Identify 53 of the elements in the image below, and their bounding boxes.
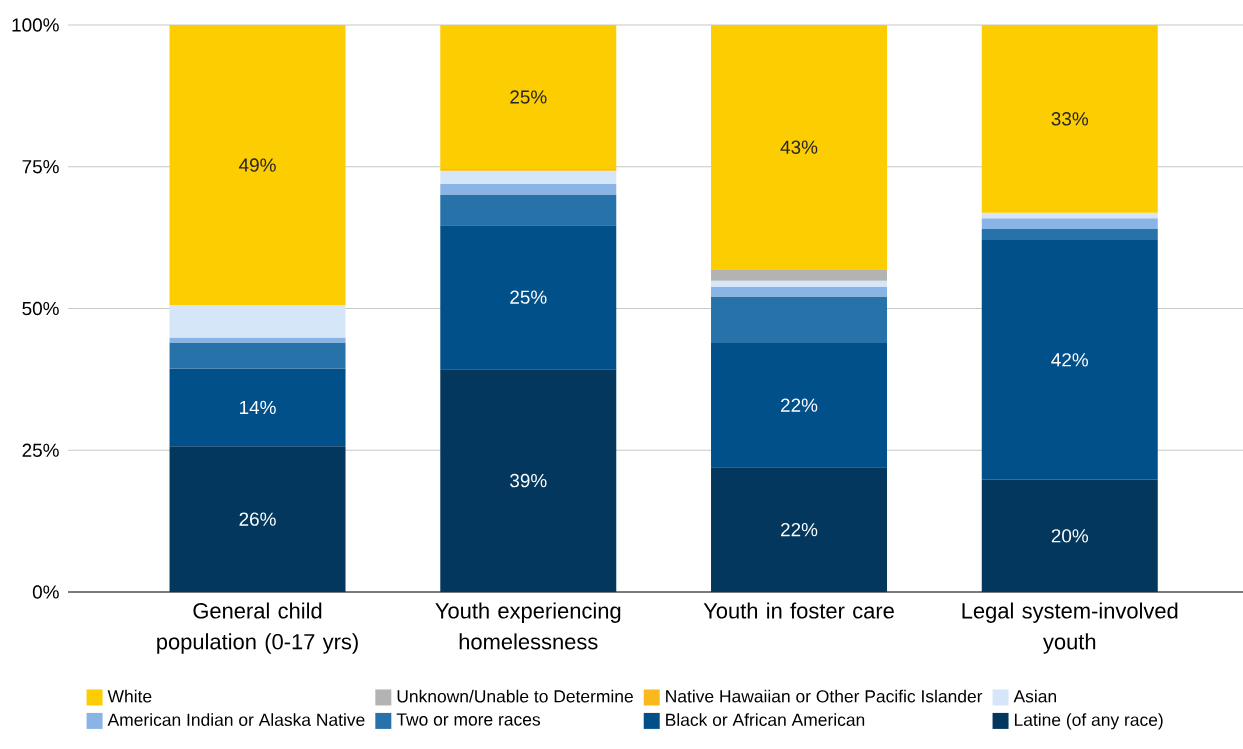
legend-label: Black or African American	[666, 713, 865, 726]
legend-label: Unknown/Unable to Determine	[397, 689, 633, 703]
bar	[711, 280, 888, 287]
legend-label: Asian	[1013, 689, 1057, 703]
y-tick-label: 25%	[22, 443, 59, 457]
legend-label: White	[107, 689, 152, 703]
bar	[169, 368, 346, 447]
y-tick-label: 100%	[12, 18, 59, 32]
data-label: 25%	[510, 290, 547, 304]
bar	[981, 218, 1158, 230]
y-tick-label: 50%	[22, 301, 59, 316]
legend-label: Two or more races	[396, 713, 541, 726]
bar	[711, 269, 888, 281]
bar	[169, 24, 346, 306]
bar	[981, 24, 1158, 213]
x-tick-label: Youth experiencing homelessness	[435, 602, 621, 650]
y-tick-label: 75%	[22, 160, 59, 174]
bar	[440, 225, 617, 370]
bar	[711, 343, 888, 468]
bar	[981, 479, 1158, 592]
data-label: 39%	[510, 473, 547, 488]
bar	[440, 170, 617, 184]
bar	[711, 296, 888, 344]
x-tick-label: General child population (0-17 yrs)	[157, 602, 358, 654]
y-tick-label: 0%	[32, 585, 59, 599]
data-label: 22%	[781, 398, 818, 412]
x-tick-label: Youth in foster care	[703, 602, 894, 619]
legend-label: American Indian or Alaska Native	[107, 713, 365, 726]
legend-label: Latine (of any race)	[1014, 713, 1163, 730]
bar	[711, 24, 888, 270]
bar	[440, 183, 617, 195]
bar	[711, 467, 888, 592]
data-label: 42%	[1051, 353, 1089, 367]
bar	[981, 229, 1158, 240]
data-label: 49%	[239, 158, 276, 172]
data-label: 22%	[781, 522, 818, 537]
data-label: 14%	[240, 400, 276, 415]
data-label: 20%	[1051, 529, 1089, 543]
data-label: 33%	[1051, 112, 1089, 126]
bar	[981, 239, 1158, 480]
bar	[440, 194, 617, 226]
bar	[169, 446, 346, 592]
legend-label: Native Hawaiian or Other Pacific Islander	[666, 689, 983, 703]
bar	[440, 24, 617, 169]
x-tick-label: Legal system-involved youth	[962, 602, 1178, 654]
bar	[711, 286, 888, 297]
data-label: 26%	[239, 512, 276, 526]
bar	[169, 337, 346, 343]
data-label: 25%	[510, 90, 547, 104]
bar	[169, 305, 346, 338]
data-label: 43%	[780, 140, 818, 154]
bar	[440, 369, 617, 592]
bar	[169, 342, 346, 369]
